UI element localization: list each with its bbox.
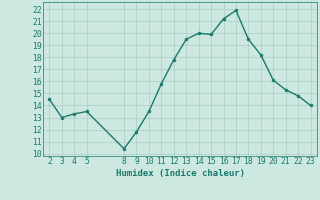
X-axis label: Humidex (Indice chaleur): Humidex (Indice chaleur) <box>116 169 244 178</box>
